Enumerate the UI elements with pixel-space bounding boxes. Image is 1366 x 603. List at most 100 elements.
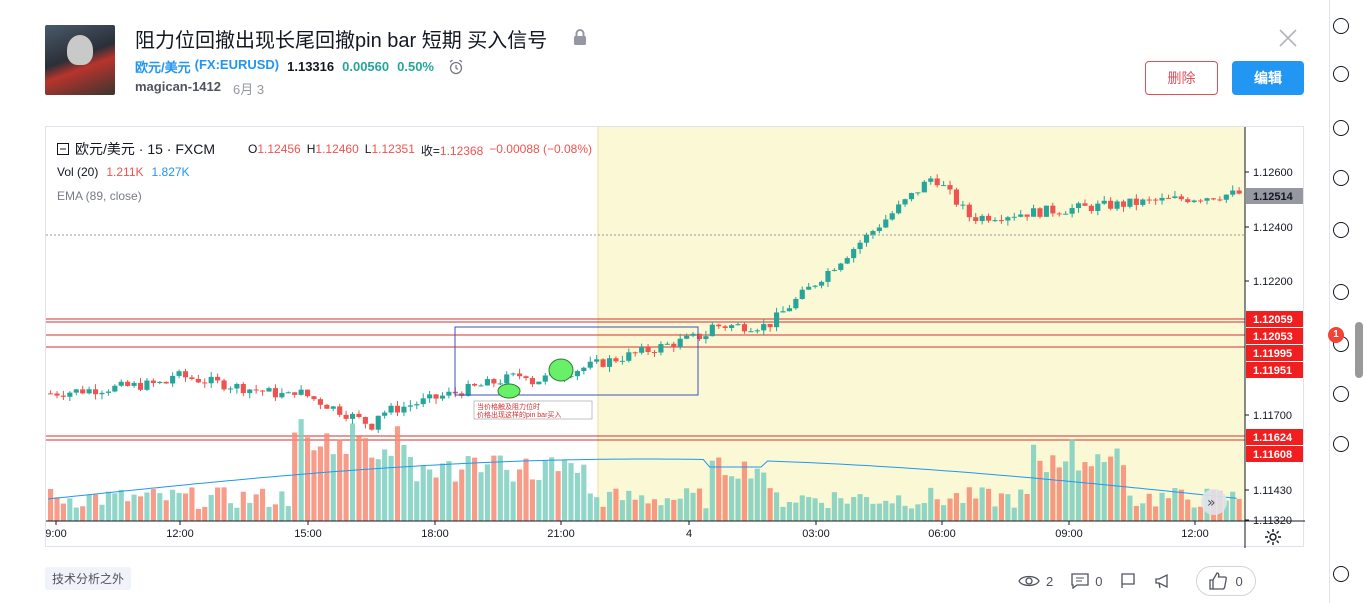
- volume-bar: [998, 493, 1004, 521]
- volume-legend: Vol (20) 1.211K 1.827K: [57, 165, 190, 179]
- open-label: O: [248, 142, 258, 156]
- candle-body: [941, 185, 947, 187]
- volume-bar: [349, 423, 356, 521]
- volume-bar: [523, 458, 529, 521]
- candle-body: [529, 378, 535, 385]
- candle-body: [761, 324, 767, 331]
- candle-body: [356, 413, 362, 418]
- calendar-icon[interactable]: [1333, 170, 1349, 186]
- candle-body: [645, 346, 651, 352]
- candle-body: [748, 331, 754, 333]
- candle-body: [613, 358, 619, 362]
- candle-body: [915, 192, 921, 194]
- symbol-code: (FX:EURUSD): [194, 57, 280, 72]
- time-tick-label: 12:00: [1181, 528, 1209, 540]
- candle-body: [773, 312, 780, 328]
- author-name[interactable]: magican-1412: [135, 79, 221, 94]
- volume-bar: [279, 491, 285, 521]
- notification-icon[interactable]: [1333, 436, 1349, 452]
- volume-bar: [369, 457, 375, 521]
- symbol-line: 欧元/美元 (FX:EURUSD) 1.13316 0.00560 0.50%: [135, 57, 464, 76]
- volume-bar: [131, 494, 137, 521]
- candle-body: [998, 220, 1004, 222]
- candle-body: [1101, 200, 1107, 204]
- candle-body: [137, 382, 144, 390]
- news-icon[interactable]: [1333, 222, 1349, 238]
- edit-button[interactable]: 编辑: [1232, 61, 1304, 95]
- low-label: L: [364, 142, 372, 156]
- candle-body: [1069, 208, 1075, 214]
- price-tag-label: 1.11951: [1253, 365, 1292, 377]
- candle-body: [234, 384, 240, 389]
- volume-bar: [407, 457, 413, 521]
- broadcast-icon[interactable]: [1333, 386, 1349, 402]
- volume-bar: [1005, 494, 1011, 521]
- volume-bar: [182, 493, 189, 521]
- scroll-right-button: [1201, 489, 1227, 515]
- volume-bar: [684, 488, 690, 521]
- volume-bar: [1236, 498, 1242, 521]
- volume-bar: [260, 488, 266, 521]
- candle-body: [1133, 198, 1139, 205]
- symbol-link[interactable]: 欧元/美元 (FX:EURUSD): [135, 57, 279, 76]
- candle-body: [780, 311, 786, 313]
- alarm-clock-icon[interactable]: [448, 58, 464, 75]
- candle-body: [330, 406, 336, 409]
- candle-body: [722, 326, 728, 328]
- thumbs-up-icon: [1209, 572, 1228, 590]
- candle-body: [1024, 214, 1030, 217]
- author-avatar[interactable]: [45, 25, 115, 95]
- candle-body: [279, 392, 285, 398]
- right-sidebar: [1329, 0, 1366, 603]
- candle-body: [504, 374, 510, 384]
- volume-bar: [401, 445, 407, 521]
- share-button[interactable]: [1154, 573, 1172, 589]
- volume-bar: [240, 491, 246, 521]
- candle-body: [1108, 200, 1114, 209]
- chat-icon[interactable]: [1333, 66, 1349, 82]
- close-icon[interactable]: [1277, 27, 1299, 49]
- scrollbar-thumb[interactable]: [1355, 322, 1363, 378]
- volume-bar: [375, 459, 381, 521]
- candle-body: [1204, 198, 1210, 201]
- volume-bar: [195, 508, 201, 521]
- volume-bar: [896, 495, 902, 521]
- candle-body: [818, 281, 825, 286]
- volume-bar: [1095, 454, 1101, 521]
- volume-bar: [118, 489, 124, 521]
- candle-body: [1223, 194, 1229, 200]
- delete-button[interactable]: 删除: [1145, 61, 1218, 95]
- volume-bar: [606, 491, 613, 521]
- people-icon[interactable]: [1333, 284, 1349, 300]
- time-tick-label: 18:00: [421, 528, 449, 540]
- tag-badge[interactable]: 技术分析之外: [45, 567, 132, 590]
- gear-icon[interactable]: [1263, 527, 1283, 547]
- volume-bar: [497, 455, 503, 521]
- ideas-icon[interactable]: [1333, 120, 1349, 136]
- volume-bar: [953, 493, 960, 521]
- volume-bar: [581, 464, 587, 521]
- volume-bar: [574, 472, 580, 521]
- volume-bar: [292, 432, 298, 521]
- megaphone-icon: [1155, 573, 1169, 589]
- clock-icon[interactable]: [1333, 18, 1349, 34]
- candle-body: [285, 392, 291, 394]
- collapse-legend-icon[interactable]: [57, 143, 69, 155]
- volume-bar: [812, 498, 818, 521]
- candle-body: [825, 270, 831, 282]
- candle-body: [388, 405, 394, 413]
- ema-legend: EMA (89, close): [57, 189, 142, 203]
- volume-bar: [889, 503, 895, 521]
- symbol-change: 0.00560: [342, 59, 390, 74]
- help-icon[interactable]: [1333, 566, 1349, 582]
- volume-bar: [227, 503, 234, 521]
- volume-bar: [1223, 500, 1229, 521]
- chart-container[interactable]: 当价格触及阻力位时 价格出现这样的pin bar买入 1.12600 1.12400 1…: [45, 126, 1305, 548]
- like-button[interactable]: 0: [1196, 566, 1256, 596]
- comments-button[interactable]: 0: [1071, 573, 1102, 589]
- volume-bar: [632, 499, 638, 521]
- author-line: magican-1412 6月 3: [135, 79, 264, 98]
- candle-body: [639, 346, 645, 353]
- bookmark-button[interactable]: [1120, 573, 1136, 589]
